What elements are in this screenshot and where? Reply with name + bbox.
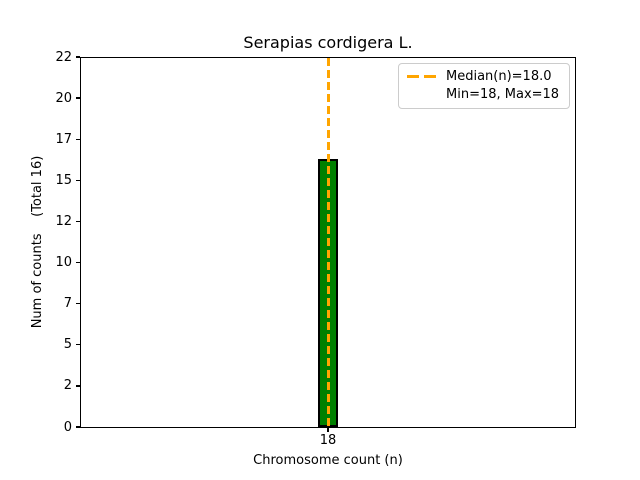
- legend-label-median: Median(n)=18.0: [446, 69, 552, 84]
- y-tick-mark: [76, 426, 80, 428]
- y-tick-label: 22: [55, 49, 72, 65]
- y-tick-mark: [76, 179, 80, 181]
- legend-entry-median: Median(n)=18.0: [407, 69, 561, 84]
- y-axis-label: Num of counts (Total 16): [30, 155, 45, 329]
- x-axis-label: Chromosome count (n): [253, 453, 403, 468]
- y-tick-label: 5: [63, 337, 72, 353]
- y-tick-label: 15: [55, 172, 72, 188]
- median-line: [326, 58, 330, 427]
- x-tick-mark: [327, 428, 329, 432]
- legend-entry-minmax: Min=18, Max=18: [407, 87, 561, 102]
- y-tick-label: 10: [55, 255, 72, 271]
- chart-title: Serapias cordigera L.: [243, 33, 413, 52]
- y-tick-mark: [76, 385, 80, 387]
- y-tick-mark: [76, 261, 80, 264]
- y-tick-mark: [76, 97, 80, 99]
- y-tick-label: 12: [55, 213, 72, 229]
- y-tick-mark: [76, 344, 80, 346]
- y-tick-label: 2: [63, 378, 72, 394]
- plot-area: Median(n)=18.0 Min=18, Max=18: [80, 57, 576, 428]
- y-tick-label: 7: [63, 296, 72, 312]
- y-tick-mark: [76, 56, 80, 58]
- y-tick-label: 0: [63, 419, 72, 435]
- y-tick-mark: [76, 303, 80, 305]
- legend: Median(n)=18.0 Min=18, Max=18: [398, 63, 570, 109]
- y-tick-label: 17: [55, 131, 72, 147]
- y-tick-mark: [76, 220, 80, 223]
- legend-label-minmax: Min=18, Max=18: [446, 87, 560, 102]
- y-tick-label: 20: [55, 90, 72, 106]
- median-dashed-line-icon: [407, 75, 437, 78]
- y-tick-mark: [76, 138, 80, 140]
- x-tick-label: 18: [319, 433, 337, 448]
